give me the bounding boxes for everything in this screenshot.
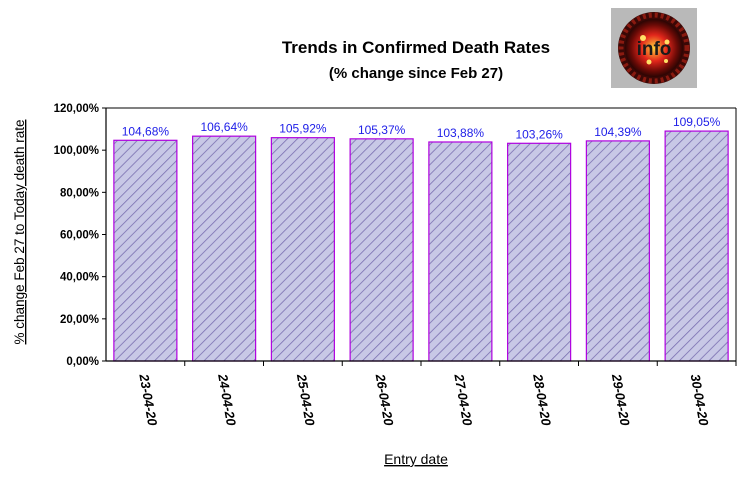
x-tick-label: 30-04-20 (688, 373, 712, 428)
bar-value-label: 105,92% (279, 122, 327, 136)
y-tick-label: 80,00% (60, 187, 99, 199)
x-tick-label: 23-04-20 (136, 372, 160, 428)
x-axis-label: Entry date (384, 451, 448, 467)
bar (349, 138, 414, 362)
virus-info-logo-graphic: info (618, 12, 690, 84)
y-tick-label: 20,00% (60, 314, 99, 326)
virus-info-logo: info (611, 8, 697, 88)
x-tick-label: 24-04-20 (215, 372, 239, 428)
logo-text: info (637, 39, 672, 60)
bar-value-label: 105,37% (358, 123, 406, 137)
bar (664, 130, 729, 362)
bar-value-label: 106,64% (200, 120, 248, 134)
bar (192, 135, 257, 362)
x-tick-label: 29-04-20 (609, 372, 633, 428)
bar (585, 140, 650, 362)
chart-title: Trends in Confirmed Death Rates (282, 38, 550, 57)
x-axis: 23-04-20 24-04-20 25-04-20 26-04-20 27-04-20… (106, 360, 737, 428)
chart-subtitle: (% change since Feb 27) (329, 65, 503, 82)
y-tick-label: 40,00% (60, 272, 99, 284)
bar (428, 141, 493, 362)
bar-value-label: 103,88% (437, 126, 485, 140)
bar-value-label: 104,39% (594, 125, 642, 139)
bar-value-label: 104,68% (122, 124, 170, 138)
bar-value-label: 109,05% (673, 115, 721, 129)
bar-series (113, 130, 729, 362)
y-tick-label: 0,00% (66, 356, 99, 368)
bar (113, 139, 178, 362)
y-tick-label: 60,00% (60, 230, 99, 242)
bar (507, 142, 572, 362)
y-axis: 0,00% 20,00% 40,00% 60,00% 80,00% 100,00% 120,… (54, 103, 737, 368)
x-tick-label: 27-04-20 (451, 372, 475, 428)
y-tick-label: 100,00% (54, 145, 99, 157)
x-tick-label: 28-04-20 (530, 372, 554, 428)
y-axis-label: % change Feb 27 to Today death rate (12, 120, 27, 345)
bar (270, 137, 335, 362)
x-tick-label: 26-04-20 (372, 372, 396, 428)
bar-value-label: 103,26% (515, 127, 563, 141)
data-labels: 104,68% 106,64% 105,92% 105,37% 103,88% 103,2… (122, 115, 721, 141)
x-tick-label: 25-04-20 (294, 372, 318, 428)
y-tick-label: 120,00% (54, 103, 99, 115)
